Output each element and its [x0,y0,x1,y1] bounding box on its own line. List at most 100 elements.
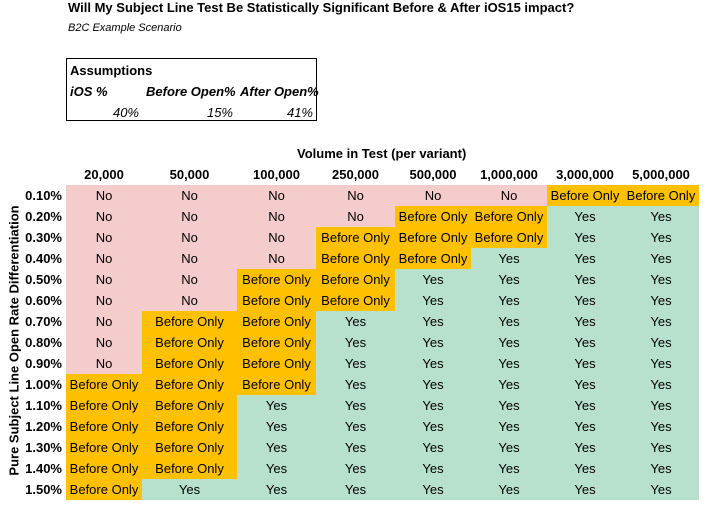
table-cell: Yes [547,479,623,500]
table-cell: Yes [316,416,395,437]
row-header: 1.50% [25,482,62,497]
table-cell: Yes [547,332,623,353]
table-cell: Yes [471,311,547,332]
table-cell: Yes [471,437,547,458]
table-cell: Yes [316,374,395,395]
table-row: 1.30% Before Only Before Only Yes Yes Yes Yes Y… [23,437,699,458]
table-body: 0.10% No No No No No No Before Only Before Only 0… [23,185,699,500]
table-cell: No [142,185,237,206]
table-row: 1.00% Before Only Before Only Before Only Ye… [23,374,699,395]
table-cell: Yes [623,269,699,290]
table-cell: Before Only [142,311,237,332]
table-cell: Yes [623,248,699,269]
table-cell: Before Only [316,290,395,311]
table-row: 0.90% No Before Only Before Only Yes Yes Yes Ye… [23,353,699,374]
table-cell: No [66,290,142,311]
ios-percent-value: 40% [112,105,139,120]
table-row: 0.10% No No No No No No Before Only Before Only [23,185,699,206]
table-cell: Yes [395,290,471,311]
table-cell: No [66,269,142,290]
after-open-value: 41% [286,105,313,120]
table-cell: Before Only [471,227,547,248]
table-cell: Yes [623,332,699,353]
table-cell: No [142,269,237,290]
table-cell: Before Only [547,185,623,206]
table-row: 1.40% Before Only Before Only Yes Yes Yes Yes Y… [23,458,699,479]
row-header: 0.80% [25,335,62,350]
table-cell: Before Only [623,185,699,206]
table-cell: Yes [471,395,547,416]
corner-cell [23,164,66,185]
row-axis-title: Pure Subject Line Open Rate Differentiat… [6,205,22,476]
table-cell: No [66,227,142,248]
page-title: Will My Subject Line Test Be Statistical… [68,0,575,15]
table-cell: No [66,353,142,374]
table-row: 1.20% Before Only Before Only Yes Yes Yes Yes Y… [23,416,699,437]
table-cell: Yes [316,437,395,458]
table-cell: Before Only [237,374,316,395]
table-row: 0.30% No No No Before Only Before Only Before … [23,227,699,248]
table-cell: No [395,185,471,206]
table-cell: Yes [395,311,471,332]
table-cell: Before Only [142,332,237,353]
table-cell: Yes [316,458,395,479]
table-cell: Yes [237,395,316,416]
table-cell: No [237,248,316,269]
table-cell: Before Only [316,227,395,248]
table-cell: Yes [395,332,471,353]
table-cell: Before Only [66,437,142,458]
table-cell: No [316,185,395,206]
table-cell: Yes [547,248,623,269]
column-header: 500,000 [409,167,457,182]
table-cell: Before Only [142,458,237,479]
table-cell: Yes [623,374,699,395]
table-cell: No [142,227,237,248]
table-cell: Before Only [316,248,395,269]
table-cell: Yes [395,416,471,437]
table-cell: Yes [395,269,471,290]
table-cell: Yes [395,479,471,500]
table-cell: No [66,332,142,353]
table-cell: Before Only [66,416,142,437]
table-cell: No [142,206,237,227]
table-cell: Yes [623,311,699,332]
table-cell: Yes [623,458,699,479]
row-header: 1.20% [25,419,62,434]
volume-axis-title: Volume in Test (per variant) [297,146,467,161]
table-cell: Yes [471,374,547,395]
table-cell: Before Only [66,479,142,500]
row-header: 1.10% [25,398,62,413]
table-cell: Before Only [237,269,316,290]
significance-table: 20,000 50,000 100,000 250,000 500,000 1,000,0… [23,164,699,500]
table-cell: Yes [547,374,623,395]
table-cell: No [142,290,237,311]
table-cell: Yes [471,248,547,269]
table-cell: Yes [547,395,623,416]
table-cell: Before Only [66,458,142,479]
table-cell: Yes [316,395,395,416]
table-cell: Before Only [66,395,142,416]
table-cell: Yes [316,311,395,332]
table-cell: Yes [316,353,395,374]
table-cell: Yes [395,437,471,458]
column-header: 1,000,000 [480,167,538,182]
row-header: 1.00% [25,377,62,392]
table-cell: Yes [395,374,471,395]
table-row: 0.80% No Before Only Before Only Yes Yes Yes Ye… [23,332,699,353]
table-cell: No [237,185,316,206]
column-header: 5,000,000 [632,167,690,182]
table-cell: Before Only [142,374,237,395]
before-open-label: Before Open% [146,84,236,99]
table-row: 1.50% Before Only Yes Yes Yes Yes Yes Yes Yes [23,479,699,500]
table-cell: Before Only [142,416,237,437]
table-row: 0.60% No No Before Only Before Only Yes Yes Yes… [23,290,699,311]
table-cell: Before Only [237,311,316,332]
table-cell: Before Only [316,269,395,290]
table-cell: Before Only [142,353,237,374]
table-cell: Yes [623,206,699,227]
column-header: 20,000 [84,167,124,182]
table-cell: Yes [623,437,699,458]
after-open-label: After Open% [240,84,319,99]
column-header: 3,000,000 [556,167,614,182]
table-cell: Before Only [66,374,142,395]
